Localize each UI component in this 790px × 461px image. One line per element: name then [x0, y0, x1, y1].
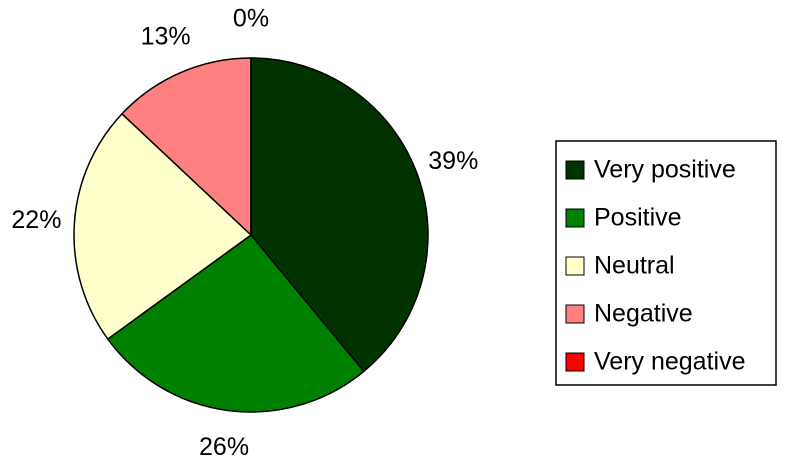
pie-slice	[73, 112, 253, 341]
data-label: 26%	[199, 433, 249, 461]
legend-swatch	[565, 160, 585, 180]
legend-swatch	[565, 208, 585, 228]
legend-label: Negative	[594, 300, 693, 328]
data-label: 39%	[428, 147, 478, 175]
data-label: 22%	[11, 206, 61, 234]
legend-swatch	[565, 256, 585, 276]
pie-slice	[250, 57, 429, 373]
legend-label: Very positive	[594, 156, 736, 184]
legend-swatch	[565, 304, 585, 324]
legend-box	[555, 140, 777, 386]
legend-label: Neutral	[594, 252, 675, 280]
legend-label: Very negative	[594, 348, 746, 376]
data-label: 13%	[141, 22, 191, 50]
data-label: 0%	[233, 5, 269, 33]
legend-label: Positive	[594, 204, 682, 232]
pie-slice	[120, 57, 252, 237]
legend-swatch	[565, 352, 585, 372]
pie-slice	[106, 233, 365, 413]
